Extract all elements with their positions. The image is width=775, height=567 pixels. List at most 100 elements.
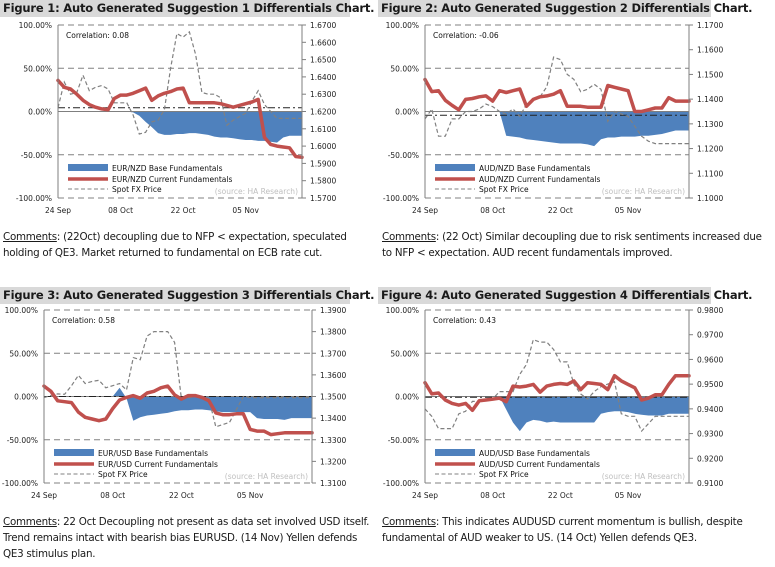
left-tick-label: 0.00% bbox=[395, 108, 419, 117]
left-tick-label: 100.00% bbox=[5, 306, 38, 315]
comment-label: Comments bbox=[382, 231, 436, 243]
left-tick-label: 50.00% bbox=[9, 349, 38, 358]
x-tick-label: 22 Oct bbox=[169, 491, 194, 500]
right-tick-label: 0.9600 bbox=[697, 355, 723, 364]
legend-base-label: AUD/NZD Base Fundamentals bbox=[479, 164, 591, 173]
current-fundamentals-line bbox=[42, 384, 314, 437]
spot-fx-price-line bbox=[57, 30, 302, 135]
x-tick-label: 08 Oct bbox=[108, 206, 133, 215]
legend-current-label: AUD/USD Current Fundamentals bbox=[479, 460, 600, 469]
x-tick-label: 05 Nov bbox=[237, 491, 264, 500]
legend-base-label: EUR/NZD Base Fundamentals bbox=[112, 164, 223, 173]
left-tick-label: -100.00% bbox=[383, 479, 419, 488]
right-tick-label: 1.1000 bbox=[697, 194, 723, 203]
colon: : bbox=[56, 516, 61, 528]
right-tick-label: 1.1200 bbox=[697, 145, 723, 154]
figure-4-chart: 100.00% 50.00% 0.00% -50.00% -100.00% 0.9800 0… bbox=[383, 306, 723, 500]
right-tick-label: 0.9800 bbox=[697, 306, 723, 315]
right-tick-label: 0.9100 bbox=[697, 479, 723, 488]
comment-text: (22 Oct) Similar decoupling due to risk … bbox=[382, 231, 762, 259]
comment-label: Comments bbox=[3, 516, 57, 528]
figure-2-chart: 100.00% 50.00% 0.00% -50.00% -100.00% 1.1700 1… bbox=[383, 21, 723, 215]
x-tick-label: 24 Sep bbox=[31, 491, 57, 500]
x-tick-label: 05 Nov bbox=[615, 491, 642, 500]
base-fundamentals-area bbox=[58, 111, 302, 143]
x-tick-label: 24 Sep bbox=[45, 206, 71, 215]
left-tick-label: 0.00% bbox=[14, 393, 38, 402]
colon: : bbox=[435, 516, 440, 528]
source-label: (source: HA Research) bbox=[602, 472, 685, 481]
right-tick-label: 1.3600 bbox=[320, 371, 346, 380]
spot-fx-price-line bbox=[43, 331, 312, 428]
legend-spot-label: Spot FX Price bbox=[479, 470, 529, 479]
colon: : bbox=[56, 231, 61, 243]
figure-2-title: Figure 2: Auto Generated Suggestion 2 Di… bbox=[378, 0, 753, 17]
left-tick-label: 100.00% bbox=[386, 21, 419, 30]
legend-current-label: EUR/NZD Current Fundamentals bbox=[112, 175, 232, 184]
left-tick-label: -100.00% bbox=[383, 194, 419, 203]
right-tick-label: 1.6600 bbox=[310, 38, 336, 47]
legend-base-label: AUD/USD Base Fundamentals bbox=[479, 449, 590, 458]
legend-base-swatch bbox=[435, 449, 475, 456]
right-tick-label: 0.9500 bbox=[697, 380, 723, 389]
figure-3-comment: Comments: 22 Oct Decoupling not present … bbox=[3, 514, 375, 562]
left-tick-label: 0.00% bbox=[28, 108, 52, 117]
right-tick-label: 0.9700 bbox=[697, 331, 723, 340]
right-tick-label: 1.1300 bbox=[697, 120, 723, 129]
legend-base-swatch bbox=[435, 164, 475, 171]
right-tick-label: 1.1400 bbox=[697, 95, 723, 104]
base-fundamentals-area bbox=[425, 396, 689, 432]
x-tick-label: 24 Sep bbox=[412, 491, 438, 500]
left-tick-label: 50.00% bbox=[390, 349, 419, 358]
legend-current-label: EUR/USD Current Fundamentals bbox=[98, 460, 218, 469]
right-tick-label: 0.9400 bbox=[697, 405, 723, 414]
x-tick-label: 05 Nov bbox=[615, 206, 642, 215]
left-tick-label: -100.00% bbox=[2, 479, 38, 488]
correlation-label: Correlation: -0.06 bbox=[433, 31, 499, 40]
x-tick-label: 22 Oct bbox=[548, 491, 573, 500]
comment-text: This indicates AUDUSD current momentum i… bbox=[382, 516, 743, 544]
right-tick-label: 1.5900 bbox=[310, 159, 336, 168]
left-tick-label: 100.00% bbox=[19, 21, 52, 30]
legend-base-swatch bbox=[68, 164, 108, 171]
right-tick-label: 1.6700 bbox=[310, 21, 336, 30]
correlation-label: Correlation: 0.58 bbox=[52, 316, 115, 325]
right-tick-label: 1.3500 bbox=[320, 393, 346, 402]
comment-text: (22Oct) decoupling due to NFP < expectat… bbox=[3, 231, 347, 259]
current-fundamentals-line bbox=[423, 373, 691, 413]
right-tick-label: 1.1700 bbox=[697, 21, 723, 30]
legend-spot-label: Spot FX Price bbox=[98, 470, 148, 479]
right-tick-label: 1.5700 bbox=[310, 194, 336, 203]
left-tick-label: 100.00% bbox=[386, 306, 419, 315]
source-label: (source: HA Research) bbox=[602, 187, 685, 196]
right-tick-label: 1.1500 bbox=[697, 70, 723, 79]
right-tick-label: 1.3800 bbox=[320, 328, 346, 337]
right-tick-label: 1.6400 bbox=[310, 73, 336, 82]
base-fundamentals-area bbox=[44, 387, 312, 421]
right-tick-label: 1.3900 bbox=[320, 306, 346, 315]
legend-spot-label: Spot FX Price bbox=[112, 185, 162, 194]
figure-1-chart: 100.00% 50.00% 0.00% -50.00% -100.00% 1.6700 1… bbox=[16, 21, 337, 215]
comment-label: Comments bbox=[3, 231, 57, 243]
left-tick-label: 50.00% bbox=[23, 64, 52, 73]
right-tick-label: 1.6300 bbox=[310, 90, 336, 99]
left-tick-label: -50.00% bbox=[388, 436, 419, 445]
right-tick-label: 1.6500 bbox=[310, 56, 336, 65]
current-fundamentals-line bbox=[423, 77, 691, 114]
figure-2-comment: Comments: (22 Oct) Similar decoupling du… bbox=[382, 229, 774, 261]
figure-4-title: Figure 4: Auto Generated Suggestion 4 Di… bbox=[378, 287, 753, 304]
figure-4-comment: Comments: This indicates AUDUSD current … bbox=[382, 514, 774, 546]
right-tick-label: 1.6200 bbox=[310, 108, 336, 117]
figure-3-chart: 100.00% 50.00% 0.00% -50.00% -100.00% 1.3900 1… bbox=[2, 306, 347, 500]
right-tick-label: 1.5800 bbox=[310, 177, 336, 186]
figure-1-title: Figure 1: Auto Generated Suggestion 1 Di… bbox=[0, 0, 375, 17]
figure-1-comment: Comments: (22Oct) decoupling due to NFP … bbox=[3, 229, 373, 261]
right-tick-label: 1.3100 bbox=[320, 479, 346, 488]
base-fundamentals-area bbox=[425, 111, 689, 147]
current-fundamentals-line bbox=[56, 78, 304, 160]
correlation-label: Correlation: 0.08 bbox=[66, 31, 129, 40]
comment-label: Comments bbox=[382, 516, 436, 528]
left-tick-label: -50.00% bbox=[7, 436, 38, 445]
left-tick-label: -100.00% bbox=[16, 194, 52, 203]
x-tick-label: 08 Oct bbox=[480, 491, 505, 500]
